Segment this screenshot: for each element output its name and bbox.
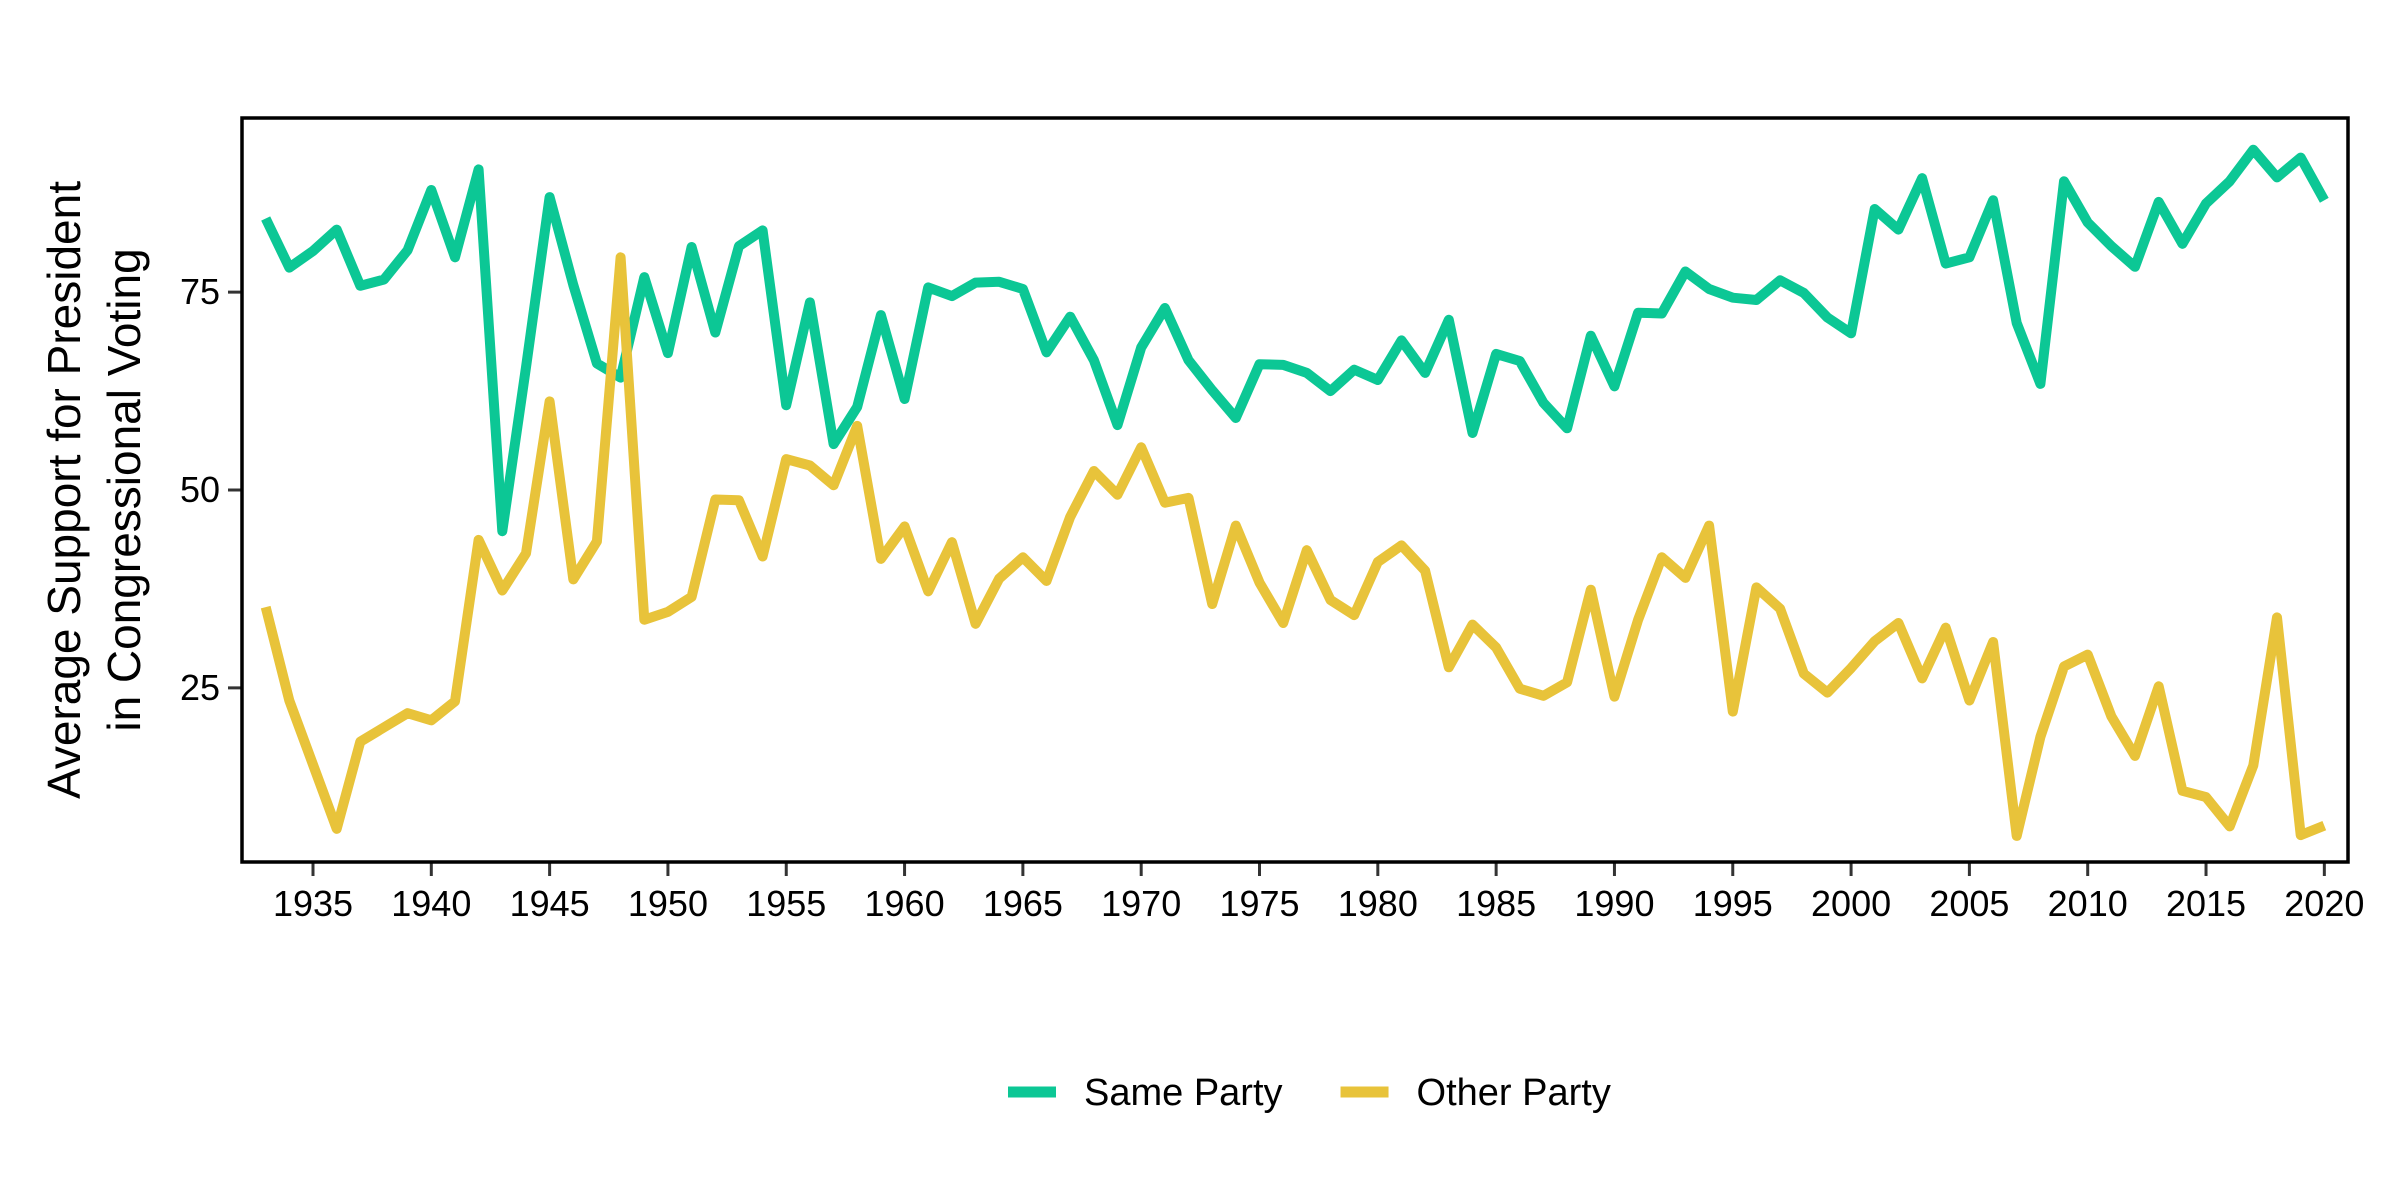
x-tick-label: 1935 xyxy=(273,883,353,924)
x-tick-label: 1955 xyxy=(746,883,826,924)
y-axis: 25 50 75 xyxy=(180,271,242,708)
legend-label: Other Party xyxy=(1417,1072,1611,1114)
legend-item-other-party: Other Party xyxy=(1340,1072,1611,1114)
y-axis-title-line-2: in Congressional Voting xyxy=(98,248,150,731)
series-layer xyxy=(260,144,2329,841)
x-tick-label: 2020 xyxy=(2284,883,2364,924)
x-tick-label: 2010 xyxy=(2048,883,2128,924)
x-tick-label: 1980 xyxy=(1338,883,1418,924)
x-tick-label: 1965 xyxy=(983,883,1063,924)
legend: Same Party Other Party xyxy=(1008,1072,1611,1114)
y-tick-label: 75 xyxy=(180,271,220,312)
legend-item-same-party: Same Party xyxy=(1008,1072,1283,1114)
x-tick-label: 1950 xyxy=(628,883,708,924)
y-axis-title-line-1: Average Support for President xyxy=(38,181,90,799)
plot-frame xyxy=(240,116,2350,864)
x-tick-label: 1970 xyxy=(1101,883,1181,924)
series-line-other-party xyxy=(260,252,2327,841)
x-tick-label: 1990 xyxy=(1574,883,1654,924)
x-tick-label: 1960 xyxy=(865,883,945,924)
x-tick-label: 1945 xyxy=(510,883,590,924)
y-tick-label: 50 xyxy=(180,469,220,510)
y-axis-title: Average Support for President in Congres… xyxy=(38,181,150,799)
x-tick-label: 2000 xyxy=(1811,883,1891,924)
x-axis: 1935 1940 1945 1950 1955 1960 1965 1970 1975 1980… xyxy=(273,862,2364,924)
y-tick-label: 25 xyxy=(180,667,220,708)
x-tick-label: 2005 xyxy=(1929,883,2009,924)
x-tick-label: 1940 xyxy=(391,883,471,924)
legend-label: Same Party xyxy=(1084,1072,1283,1114)
x-tick-label: 1975 xyxy=(1219,883,1299,924)
x-tick-label: 1985 xyxy=(1456,883,1536,924)
x-tick-label: 2015 xyxy=(2166,883,2246,924)
x-tick-label: 1995 xyxy=(1693,883,1773,924)
series-line-same-party xyxy=(261,144,2329,537)
